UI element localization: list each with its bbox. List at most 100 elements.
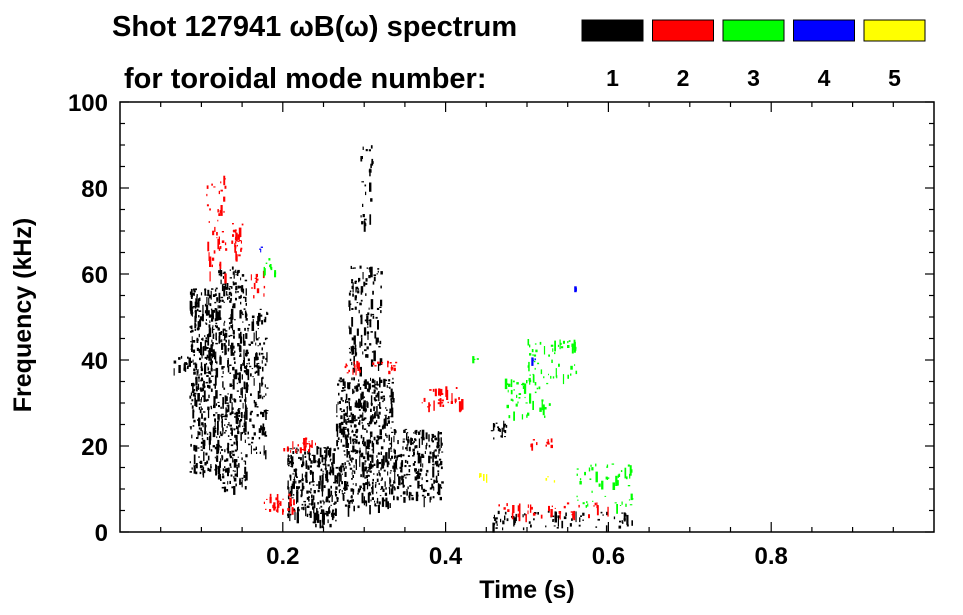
spectrum-point [334,490,336,496]
spectrum-point [546,382,549,385]
spectrum-point [322,522,325,525]
spectrum-point [209,361,212,364]
spectrum-point [209,271,211,282]
spectrum-point [319,507,321,509]
spectrum-point [178,365,181,373]
spectrum-point [206,437,209,441]
spectrum-point [371,313,375,316]
spectrum-point [345,466,347,469]
spectrum-point [190,427,192,430]
spectrum-point [347,382,349,389]
spectrum-point [291,497,294,499]
spectrum-point [348,501,351,505]
spectrum-point [373,389,376,392]
series-mode-1 [173,145,633,533]
spectrum-point [400,495,402,497]
legend-swatch-mode-3 [722,19,785,42]
spectrum-point [386,434,388,438]
spectrum-point [320,505,323,508]
spectrum-point [244,411,246,423]
spectrum-point [436,460,439,463]
spectrum-point [369,431,373,435]
spectrum-point [338,468,341,472]
spectrum-region [576,463,634,514]
spectrum-point [310,491,312,494]
spectrum-point [492,522,495,533]
spectrum-point [398,476,401,486]
spectrum-point [365,282,368,285]
spectrum-point [297,486,301,489]
spectrum-point [246,386,249,391]
spectrum-point [206,185,209,189]
spectrum-point [490,430,494,432]
spectrum-point [415,471,418,474]
spectrum-point [376,478,379,482]
spectrum-point [441,442,443,446]
spectrum-point [210,464,212,468]
spectrum-point [261,377,263,387]
spectrum-point [259,308,262,310]
spectrum-point [296,512,299,524]
spectrum-point [197,447,200,449]
spectrum-point [234,434,237,438]
spectrum-point [345,438,348,447]
spectrum-point [335,493,338,497]
spectrum-point [241,274,245,277]
spectrum-point [353,488,355,493]
spectrum-point [239,235,241,238]
spectrum-point [237,328,241,331]
spectrum-point [215,464,217,476]
spectrum-point [208,431,211,433]
spectrum-point [306,443,309,445]
spectrum-point [261,320,264,325]
spectrum-point [437,480,439,483]
spectrum-point [287,454,289,460]
spectrum-point [224,320,226,323]
spectrum-point [351,348,354,352]
spectrum-point [557,515,560,518]
spectrum-point [437,472,440,476]
spectrum-point [340,464,342,466]
spectrum-point [209,256,212,267]
spectrum-point [266,311,268,315]
spectrum-point [352,491,354,495]
spectrum-point [500,518,502,523]
spectrum-point [417,452,421,464]
spectrum-point [241,477,244,480]
spectrum-point [244,279,248,282]
spectrum-point [253,378,255,386]
spectrum-point [291,462,294,468]
spectrum-point [246,349,249,352]
spectrum-point [554,340,556,352]
spectrum-point [556,375,558,379]
spectrum-point [428,444,431,448]
spectrum-point [458,401,462,412]
spectrum-point [209,468,212,472]
spectrum-point [224,431,226,434]
spectrum-point [215,464,217,469]
spectrum-point [202,346,205,356]
spectrum-point [574,349,577,351]
spectrum-point [323,501,325,504]
spectrum-point [371,497,374,500]
spectrum-point [353,390,355,394]
spectrum-point [554,352,556,355]
spectrum-point [263,445,265,456]
spectrum-point [261,412,264,415]
spectrum-point [257,328,259,330]
spectrum-point [292,462,294,464]
spectrum-point [306,506,308,508]
spectrum-point [233,428,236,431]
spectrum-point [578,524,581,527]
spectrum-point [355,419,358,421]
spectrum-point [397,474,399,477]
spectrum-point [199,471,202,475]
spectrum-point [512,399,514,402]
spectrum-point [380,379,383,383]
spectrum-point [402,446,404,450]
spectrum-point [201,387,203,389]
spectrum-point [347,506,350,517]
spectrum-point [193,465,196,474]
spectrum-point [221,240,225,243]
spectrum-point [492,423,495,431]
